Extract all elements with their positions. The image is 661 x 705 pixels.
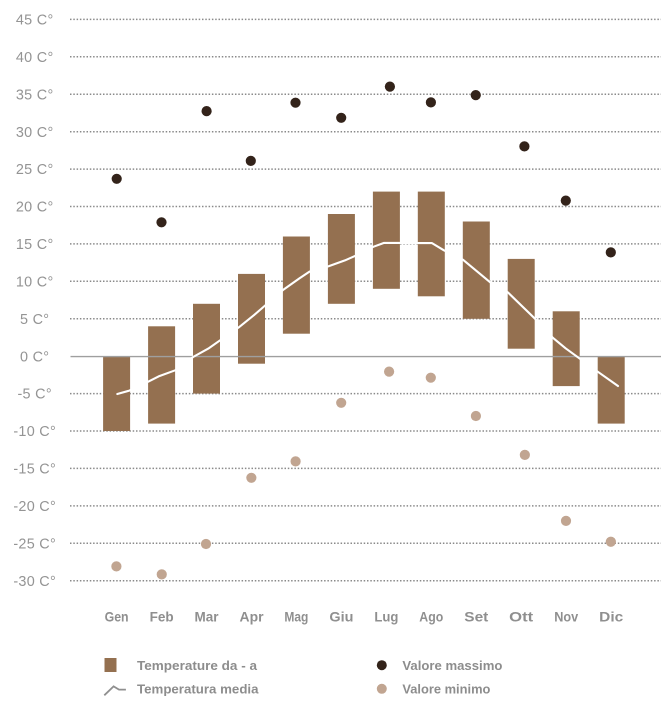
svg-text:-20 C°: -20 C°	[13, 499, 56, 515]
svg-text:-25 C°: -25 C°	[13, 536, 56, 552]
svg-text:Ago: Ago	[419, 610, 443, 625]
svg-text:Set: Set	[464, 610, 489, 625]
svg-text:45 C°: 45 C°	[16, 13, 54, 29]
svg-text:40 C°: 40 C°	[16, 50, 54, 66]
svg-text:Valore minimo: Valore minimo	[402, 681, 490, 696]
svg-text:25 C°: 25 C°	[16, 162, 54, 178]
svg-text:Temperatura media: Temperatura media	[137, 681, 259, 696]
svg-text:20 C°: 20 C°	[16, 200, 54, 216]
svg-text:15 C°: 15 C°	[16, 237, 54, 253]
svg-text:Giu: Giu	[329, 610, 353, 625]
svg-text:10 C°: 10 C°	[16, 274, 54, 290]
svg-text:Lug: Lug	[374, 610, 398, 625]
svg-text:-10 C°: -10 C°	[13, 424, 56, 440]
svg-text:Valore massimo: Valore massimo	[402, 658, 502, 673]
svg-text:Temperature da - a: Temperature da - a	[137, 658, 258, 673]
svg-text:30 C°: 30 C°	[16, 125, 54, 141]
svg-text:Dic: Dic	[599, 610, 624, 625]
svg-text:Feb: Feb	[150, 610, 174, 625]
svg-text:Mag: Mag	[284, 610, 308, 625]
svg-text:-5 C°: -5 C°	[17, 387, 51, 403]
svg-text:-15 C°: -15 C°	[13, 462, 56, 478]
svg-text:0 C°: 0 C°	[20, 349, 49, 365]
svg-text:Nov: Nov	[554, 610, 578, 625]
svg-text:Mar: Mar	[195, 610, 220, 625]
svg-text:5 C°: 5 C°	[20, 312, 49, 328]
svg-text:Apr: Apr	[240, 610, 265, 625]
svg-text:-30 C°: -30 C°	[13, 574, 56, 590]
svg-text:35 C°: 35 C°	[16, 87, 54, 103]
svg-text:Gen: Gen	[105, 610, 129, 625]
svg-text:Ott: Ott	[509, 610, 534, 625]
